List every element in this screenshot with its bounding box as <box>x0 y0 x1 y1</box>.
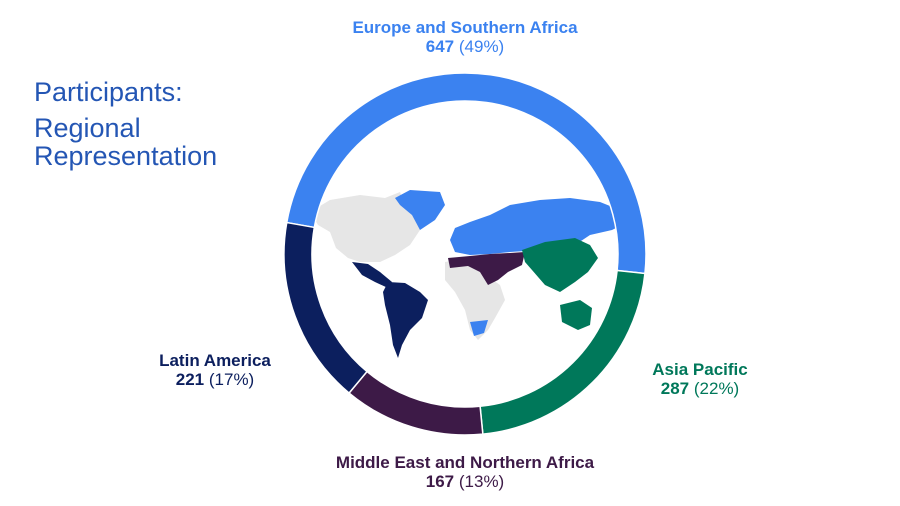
label-asia-value: 287 <box>660 379 690 398</box>
label-asia: Asia Pacific 287 (22%) <box>630 360 770 398</box>
label-mena-value: 167 <box>425 472 455 491</box>
label-mena-name: Middle East and Northern Africa <box>335 453 595 472</box>
map-central-america <box>352 262 392 288</box>
label-europe: Europe and Southern Africa 647 (49%) <box>315 18 615 56</box>
segment-asia-pacific <box>479 269 646 435</box>
map-australia <box>560 300 592 330</box>
label-mena-percent: (13%) <box>458 472 505 491</box>
label-europe-percent: (49%) <box>458 37 505 56</box>
label-europe-name: Europe and Southern Africa <box>352 18 578 37</box>
map-asia <box>522 238 598 292</box>
label-asia-percent: (22%) <box>693 379 740 398</box>
map-europe-russia <box>450 198 628 255</box>
label-europe-value: 647 <box>425 37 455 56</box>
world-map <box>310 190 628 358</box>
chart-title-line3: Representation <box>34 141 218 171</box>
map-greenland <box>395 190 445 230</box>
label-latin-america-value: 221 <box>175 370 205 389</box>
label-latin-america: Latin America 221 (17%) <box>140 351 290 389</box>
map-southern-africa <box>470 320 488 336</box>
segment-mena <box>348 370 484 436</box>
label-latin-america-name: Latin America <box>159 351 271 370</box>
label-asia-name: Asia Pacific <box>652 360 748 379</box>
label-latin-america-percent: (17%) <box>208 370 255 389</box>
map-south-america <box>383 282 428 358</box>
segment-latin-america <box>283 221 369 395</box>
chart-title-line1: Participants: <box>34 77 183 107</box>
label-mena: Middle East and Northern Africa 167 (13%… <box>290 453 640 491</box>
map-mena <box>448 252 525 285</box>
chart-title-line2: Regional <box>34 113 141 143</box>
map-north-america <box>310 192 420 262</box>
